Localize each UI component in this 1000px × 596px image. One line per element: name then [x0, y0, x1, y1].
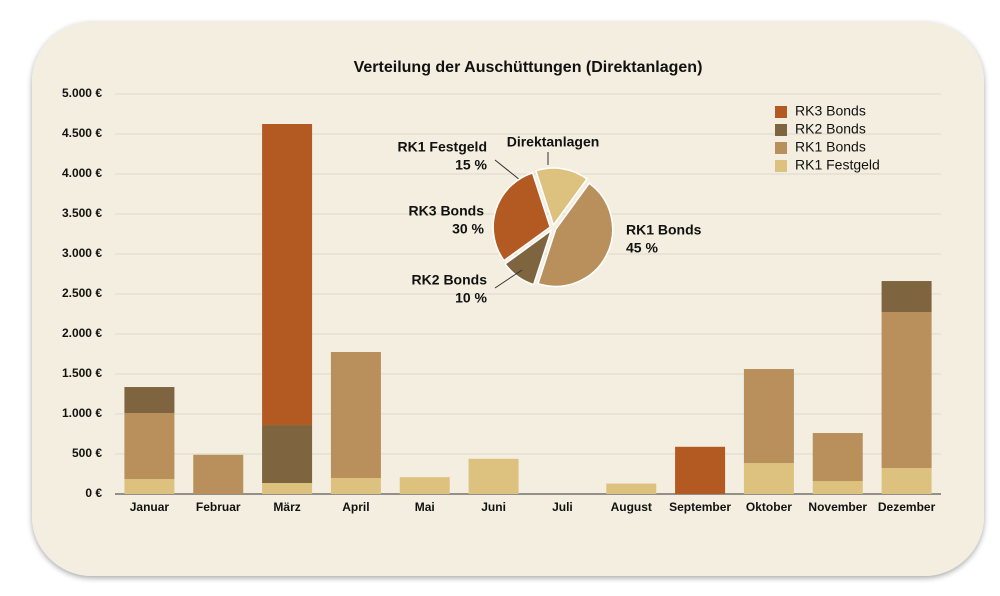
pie-title: Direktanlagen [507, 134, 600, 150]
x-tick-label: Februar [196, 500, 241, 514]
legend-swatch [775, 106, 787, 118]
leader-line [494, 269, 523, 289]
pie-slice [492, 171, 552, 262]
y-tick-label: 5.000 € [62, 86, 102, 100]
y-tick-label: 500 € [72, 446, 102, 460]
y-tick-label: 1.000 € [62, 406, 102, 420]
bar-segment [399, 477, 450, 494]
bar-segment [330, 478, 381, 494]
y-tick-label: 4.000 € [62, 166, 102, 180]
bar-segment [743, 463, 794, 494]
x-tick-label: Januar [130, 500, 170, 514]
x-tick-label: Mai [415, 500, 435, 514]
bar-segment [812, 433, 863, 482]
pie-slice [504, 228, 553, 286]
bar-segment [262, 425, 313, 484]
bar-segment [262, 124, 313, 426]
y-tick-label: 3.000 € [62, 246, 102, 260]
pie-label: RK2 Bonds [412, 272, 488, 288]
x-tick-label: August [611, 500, 652, 514]
pie-label: RK1 Festgeld [398, 139, 487, 155]
y-tick-label: 4.500 € [62, 126, 102, 140]
pie-slice [534, 167, 589, 227]
bar-segment [262, 483, 313, 494]
legend-label: RK2 Bonds [795, 121, 866, 137]
bar-segment [881, 312, 932, 468]
x-tick-label: September [669, 500, 731, 514]
bar-segment [881, 281, 932, 312]
x-tick-label: Juni [481, 500, 506, 514]
pie-label: RK1 Bonds [626, 222, 702, 238]
bar-segment [743, 369, 794, 464]
pie-value-label: 10 % [455, 290, 487, 306]
pie-slice [537, 182, 614, 288]
pie-value-label: 15 % [455, 157, 487, 173]
y-tick-label: 0 € [85, 486, 102, 500]
legend-swatch [775, 124, 787, 136]
x-tick-label: Oktober [746, 500, 792, 514]
legend-swatch [775, 142, 787, 154]
chart-title: Verteilung der Auschüttungen (Direktanla… [354, 59, 703, 76]
bar-segment [468, 458, 519, 494]
bar-segment [124, 413, 175, 480]
x-tick-label: Dezember [878, 500, 936, 514]
bar-segment [675, 446, 726, 494]
bar-segment [812, 481, 863, 494]
bar-segment [881, 468, 932, 494]
pie-label: RK3 Bonds [409, 203, 485, 219]
bar-segment [330, 352, 381, 478]
y-tick-label: 2.000 € [62, 326, 102, 340]
legend-label: RK3 Bonds [795, 103, 866, 119]
legend-label: RK1 Bonds [795, 139, 866, 155]
y-tick-label: 2.500 € [62, 286, 102, 300]
bar-segment [193, 454, 244, 494]
legend-swatch [775, 160, 787, 172]
legend-label: RK1 Festgeld [795, 157, 880, 173]
leader-line [494, 159, 521, 181]
y-tick-label: 3.500 € [62, 206, 102, 220]
x-tick-label: April [342, 500, 369, 514]
pie-value-label: 45 % [626, 240, 658, 256]
bar-segment [606, 483, 657, 494]
bar-segment [124, 479, 175, 494]
bar-segment [124, 387, 175, 414]
x-tick-label: November [808, 500, 867, 514]
y-tick-label: 1.500 € [62, 366, 102, 380]
x-tick-label: März [273, 500, 300, 514]
x-tick-label: Juli [552, 500, 573, 514]
pie-value-label: 30 % [452, 221, 484, 237]
